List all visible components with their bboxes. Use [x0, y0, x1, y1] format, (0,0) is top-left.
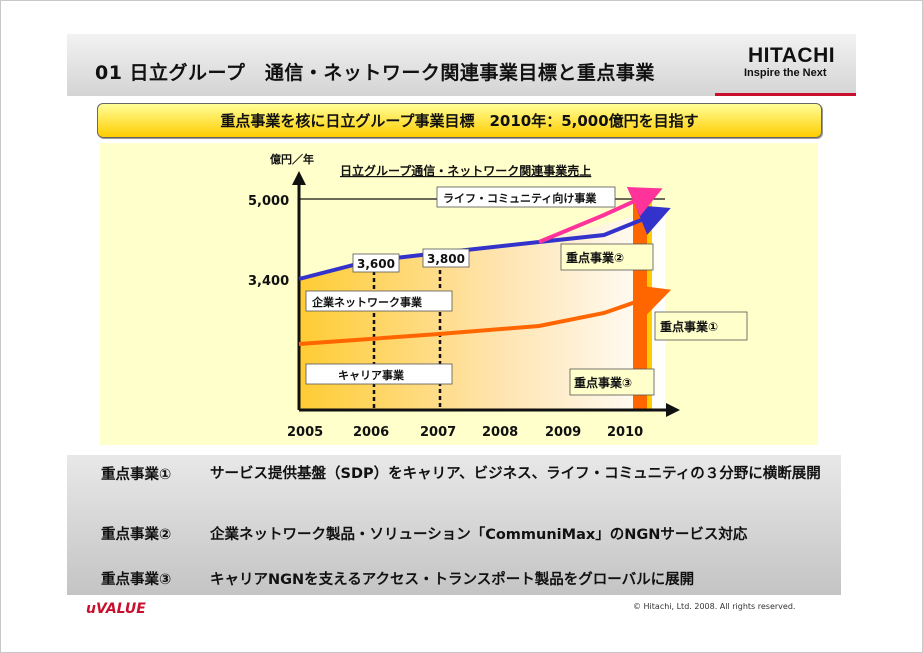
carrier-label: キャリア事業	[338, 368, 405, 382]
focus-point-3-text: キャリアNGNを支えるアクセス・トランスポート製品をグローバルに展開	[210, 572, 695, 588]
value-label-2006: 3,600	[357, 257, 395, 271]
y-axis-label: 億円／年	[270, 152, 314, 166]
uvalue-logo: uVALUE	[86, 601, 146, 617]
x-tick-2006: 2006	[353, 425, 389, 440]
chart-title: 日立グループ通信・ネットワーク関連事業売上	[340, 163, 591, 178]
logo-tagline: Inspire the Next	[744, 67, 827, 79]
y-tick-3400: 3,400	[248, 274, 289, 289]
red-rule	[715, 93, 856, 96]
focus3-label: 重点事業③	[574, 375, 632, 390]
focus3-label-box	[569, 368, 655, 396]
focus-point-3-label: 重点事業③	[101, 572, 172, 588]
focus-points-panel	[67, 455, 841, 595]
focus1-label-box	[654, 311, 748, 341]
copyright: © Hitachi, Ltd. 2008. All rights reserve…	[633, 602, 796, 611]
focus-point-2-label: 重点事業②	[101, 527, 172, 543]
goal-banner: 重点事業を核に日立グループ事業目標 2010年：5,000億円を目指す	[97, 103, 822, 138]
chart-area: 億円／年 5,000 3,400 日立グループ通信・ネットワーク関連事業売上 3…	[100, 143, 818, 445]
focus-point-2-text: 企業ネットワーク製品・ソリューション「CommuniMax」のNGNサービス対応	[210, 527, 748, 543]
y-tick-5000: 5,000	[248, 194, 289, 209]
focus2-label: 重点事業②	[566, 250, 624, 265]
x-tick-2007: 2007	[420, 425, 456, 440]
sales-chart: 億円／年 5,000 3,400 日立グループ通信・ネットワーク関連事業売上 3…	[248, 152, 748, 440]
x-tick-2005: 2005	[287, 425, 323, 440]
enterprise-label: 企業ネットワーク事業	[311, 295, 423, 309]
life-label-box	[436, 186, 616, 208]
value-label-box-2006	[352, 253, 400, 273]
x-tick-2010: 2010	[607, 425, 643, 440]
focus1-label: 重点事業①	[660, 319, 718, 334]
hitachi-logo: HITACHI	[748, 44, 836, 67]
x-tick-2008: 2008	[482, 425, 518, 440]
series-life	[538, 187, 663, 244]
series-carrier	[298, 285, 672, 346]
page-title: 01 日立グループ 通信・ネットワーク関連事業目標と重点事業	[95, 62, 655, 84]
header-bar	[67, 34, 856, 96]
x-tick-2009: 2009	[545, 425, 581, 440]
focus-point-1-label: 重点事業①	[101, 467, 172, 483]
enterprise-label-box	[305, 290, 453, 312]
carrier-label-box	[305, 363, 453, 385]
life-label: ライフ・コミュニティ向け事業	[443, 191, 597, 205]
value-label-2007: 3,800	[427, 252, 465, 266]
focus-point-1-text: サービス提供基盤（SDP）をキャリア、ビジネス、ライフ・コミュニティの３分野に横…	[210, 466, 821, 482]
value-label-box-2007	[422, 248, 470, 268]
focus2-label-box	[560, 243, 654, 271]
